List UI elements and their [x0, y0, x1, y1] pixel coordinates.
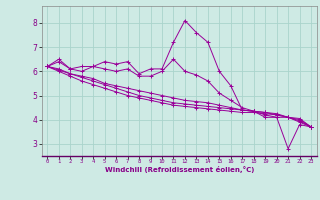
X-axis label: Windchill (Refroidissement éolien,°C): Windchill (Refroidissement éolien,°C): [105, 166, 254, 173]
